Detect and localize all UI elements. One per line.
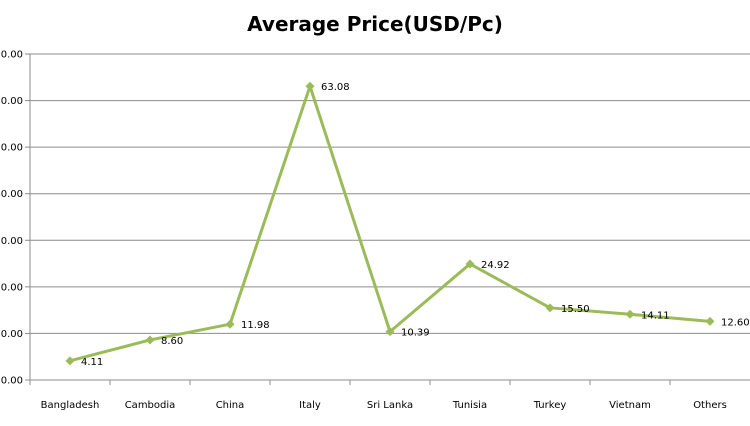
x-tick-label: Italy: [299, 400, 321, 411]
grid-layer: [30, 53, 750, 334]
data-label: 14.11: [641, 310, 670, 321]
data-label: 63.08: [321, 82, 350, 93]
data-point: [305, 81, 315, 91]
x-tick-labels: Bangladesh Cambodia China Italy Sri Lanka Tun…: [41, 400, 727, 411]
x-tick-label: Bangladesh: [41, 400, 100, 411]
data-label: 10.39: [401, 328, 430, 339]
data-label: 11.98: [241, 320, 270, 331]
x-tick-label: Tunisia: [452, 400, 487, 411]
data-label: 4.11: [81, 357, 103, 368]
data-point: [545, 303, 555, 313]
y-tick-label: 40.00: [0, 189, 23, 200]
data-label: 12.60: [721, 317, 750, 328]
series-layer: [65, 81, 715, 366]
data-point: [65, 356, 75, 366]
y-tick-label: 10.00: [0, 329, 23, 340]
data-point: [705, 316, 715, 326]
series-line: [69, 84, 711, 363]
data-labels: 4.11 8.60 11.98 63.08 10.39 24.92 15.50 14.11 12…: [81, 82, 750, 368]
y-tick-label: 50.00: [0, 143, 23, 154]
y-tick-label: 0.00: [1, 376, 23, 387]
axis-layer: [25, 53, 750, 385]
data-label: 15.50: [561, 304, 590, 315]
chart-title: Average Price(USD/Pc): [247, 12, 503, 36]
data-label: 24.92: [481, 260, 510, 271]
data-point: [385, 327, 395, 337]
data-point: [465, 259, 475, 269]
x-tick-label: Cambodia: [125, 400, 176, 411]
y-tick-labels: 0.00 10.00 20.00 30.00 40.00 50.00 60.00 70.00: [0, 50, 23, 387]
y-tick-label: 60.00: [0, 96, 23, 107]
data-point: [145, 335, 155, 345]
x-tick-label: Turkey: [533, 400, 567, 411]
y-tick-label: 30.00: [0, 236, 23, 247]
x-tick-label: Sri Lanka: [367, 400, 413, 411]
x-tick-label: Vietnam: [609, 400, 651, 411]
data-point: [625, 309, 635, 319]
data-label: 8.60: [161, 336, 183, 347]
data-point: [225, 319, 235, 329]
y-tick-label: 70.00: [0, 50, 23, 61]
y-tick-label: 20.00: [0, 282, 23, 293]
x-tick-label: China: [216, 400, 245, 411]
x-tick-label: Others: [693, 400, 727, 411]
